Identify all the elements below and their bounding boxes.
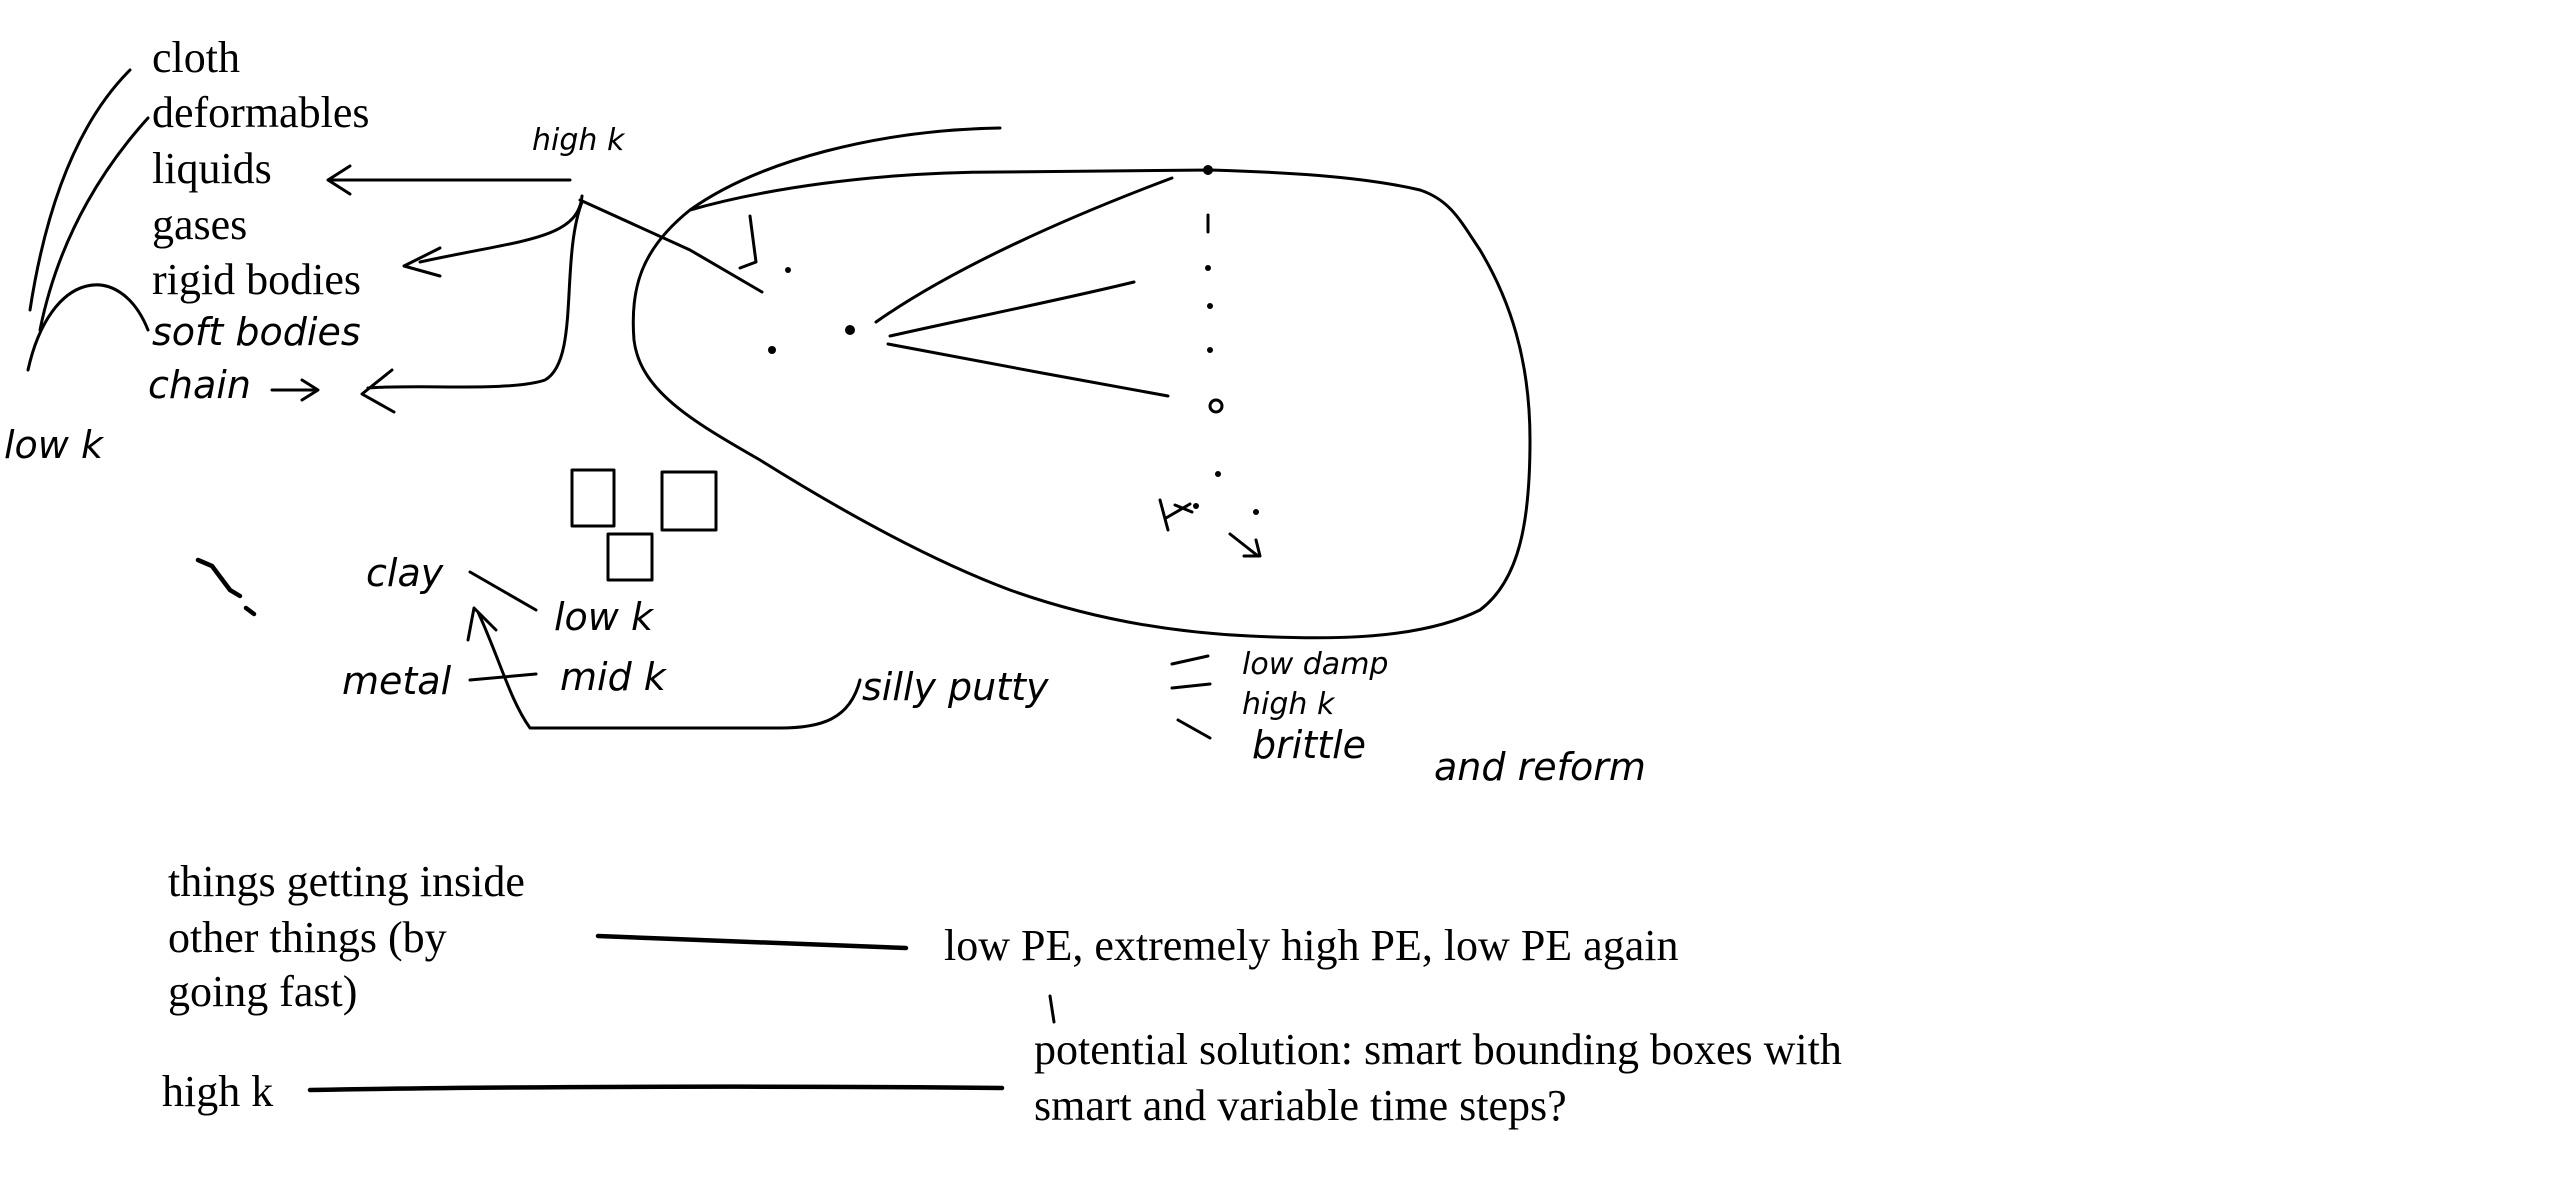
- things-inside-line-1: things getting inside: [168, 857, 525, 906]
- ray-1: [874, 176, 1174, 324]
- ray-3: [886, 342, 1170, 398]
- blob-dot-1: [768, 346, 776, 354]
- pe-sequence-text: low PE, extremely high PE, low PE again: [944, 921, 1678, 970]
- category-gases: gases: [152, 200, 247, 249]
- arrow-to-chain: [360, 200, 584, 414]
- square-2: [660, 470, 718, 532]
- small-squiggle: [195, 557, 257, 617]
- arrow-to-rigid-bodies: [402, 194, 584, 278]
- things-inside-connector: [595, 933, 909, 951]
- things-inside-line-2: other things (by: [168, 913, 447, 962]
- brittle-label: brittle: [1252, 723, 1366, 767]
- category-chain: chain: [148, 363, 251, 407]
- scatter-marks: [1158, 498, 1262, 558]
- high-k-connector: [307, 1084, 1005, 1093]
- square-1: [570, 468, 616, 528]
- dotted-column: [1203, 165, 1224, 477]
- chain-arrow: [270, 378, 320, 402]
- low-damp-label: low damp: [1242, 647, 1388, 682]
- solution-line-1: potential solution: smart bounding boxes…: [1034, 1025, 1842, 1074]
- category-soft-bodies: soft bodies: [152, 310, 361, 354]
- putty-connector-3: [1176, 718, 1212, 740]
- dot-mark: [785, 267, 791, 273]
- clay-connector: [468, 570, 538, 612]
- arrow-to-liquids: [326, 164, 572, 196]
- bracket-outer: [28, 68, 132, 312]
- square-3: [606, 532, 654, 582]
- category-list: cloth deformables liquids gases rigid bo…: [152, 33, 369, 304]
- silly-putty-label: silly putty: [862, 665, 1049, 709]
- blob-dot-2: [845, 325, 855, 335]
- category-cloth: cloth: [152, 33, 240, 82]
- putty-connector-1: [1170, 654, 1210, 666]
- mid-k-label: mid k: [560, 655, 668, 699]
- blob-shape: [631, 126, 1532, 640]
- putty-connector-2: [1170, 682, 1212, 690]
- low-k-clay-label: low k: [554, 595, 655, 639]
- category-liquids: liquids: [152, 144, 272, 193]
- bracket-inner: [26, 283, 150, 372]
- category-rigid-bodies: rigid bodies: [152, 255, 361, 304]
- low-k-left-label: low k: [4, 423, 105, 467]
- category-deformables: deformables: [152, 88, 369, 137]
- small-mark: [738, 214, 758, 270]
- bracket-middle: [38, 116, 150, 332]
- things-inside-line-3: going fast): [168, 967, 357, 1016]
- clay-label: clay: [366, 551, 444, 595]
- ray-2: [888, 280, 1136, 338]
- high-k-top-label: high k: [532, 123, 626, 158]
- solution-line-2: smart and variable time steps?: [1034, 1081, 1567, 1130]
- pe-tick-mark: [1048, 994, 1056, 1024]
- putty-to-clay-arrow: [466, 606, 862, 730]
- high-k-bottom-label: high k: [162, 1067, 273, 1116]
- line-to-blob: [578, 198, 764, 294]
- metal-label: metal: [342, 659, 452, 703]
- high-k-putty-label: high k: [1242, 687, 1336, 722]
- and-reform-label: and reform: [1434, 745, 1646, 789]
